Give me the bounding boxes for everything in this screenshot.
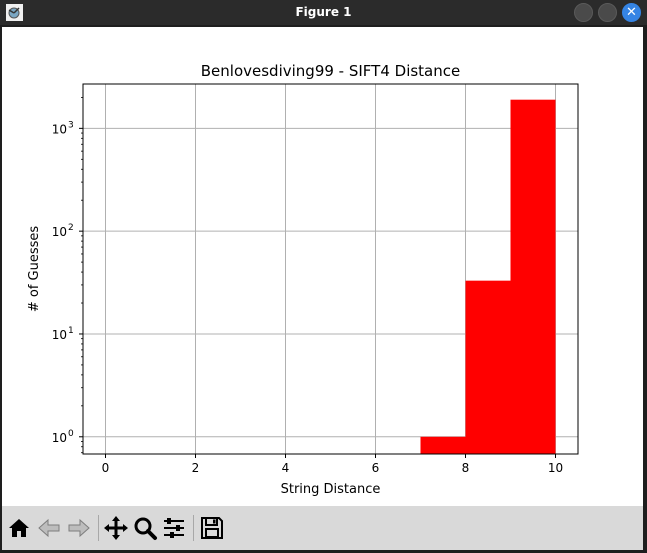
x-tick-label: 2 [192,461,200,475]
x-axis-label: String Distance [281,482,381,497]
matplotlib-app-icon [6,4,23,21]
back-arrow-icon[interactable] [36,515,62,541]
close-icon: ✕ [626,5,637,20]
y-tick-label: 10 [52,431,67,445]
configure-subplots-icon[interactable] [161,515,187,541]
axes-frame [82,83,579,455]
navigation-toolbar [2,506,643,550]
pan-move-icon[interactable] [103,515,129,541]
y-tick-exponent: 1 [68,326,74,336]
home-icon[interactable] [6,515,32,541]
x-tick-label: 0 [102,461,110,475]
y-tick-label: 10 [52,225,67,239]
y-tick-exponent: 3 [68,120,74,130]
chart-title: Benlovesdiving99 - SIFT4 Distance [201,62,460,80]
histogram-bar [465,280,511,454]
forward-arrow-icon[interactable] [66,515,92,541]
y-tick-label: 10 [52,328,67,342]
close-button[interactable]: ✕ [622,3,641,22]
y-axis-label: # of Guesses [27,226,42,313]
y-tick-exponent: 2 [68,223,74,233]
maximize-button[interactable] [598,3,617,22]
histogram-bar [420,436,466,454]
minimize-button[interactable] [574,3,593,22]
y-tick-label: 10 [52,122,67,136]
figure-canvas[interactable]: 0 2 4 6 8 10 10 0 10 1 10 2 10 3 Benlovesdiving99 - S… [2,27,643,506]
zoom-magnifier-icon[interactable] [132,515,158,541]
toolbar-separator [193,515,194,541]
x-tick-label: 10 [548,461,563,475]
title-bar[interactable]: Figure 1 ✕ [0,0,647,25]
window-title: Figure 1 [295,5,352,19]
x-tick-label: 8 [462,461,470,475]
toolbar-separator [98,515,99,541]
y-tick-exponent: 0 [68,429,74,439]
x-tick-label: 4 [282,461,290,475]
save-floppy-icon[interactable] [199,515,225,541]
histogram-bar [510,99,556,454]
x-tick-label: 6 [372,461,380,475]
bars-layer [420,99,556,454]
